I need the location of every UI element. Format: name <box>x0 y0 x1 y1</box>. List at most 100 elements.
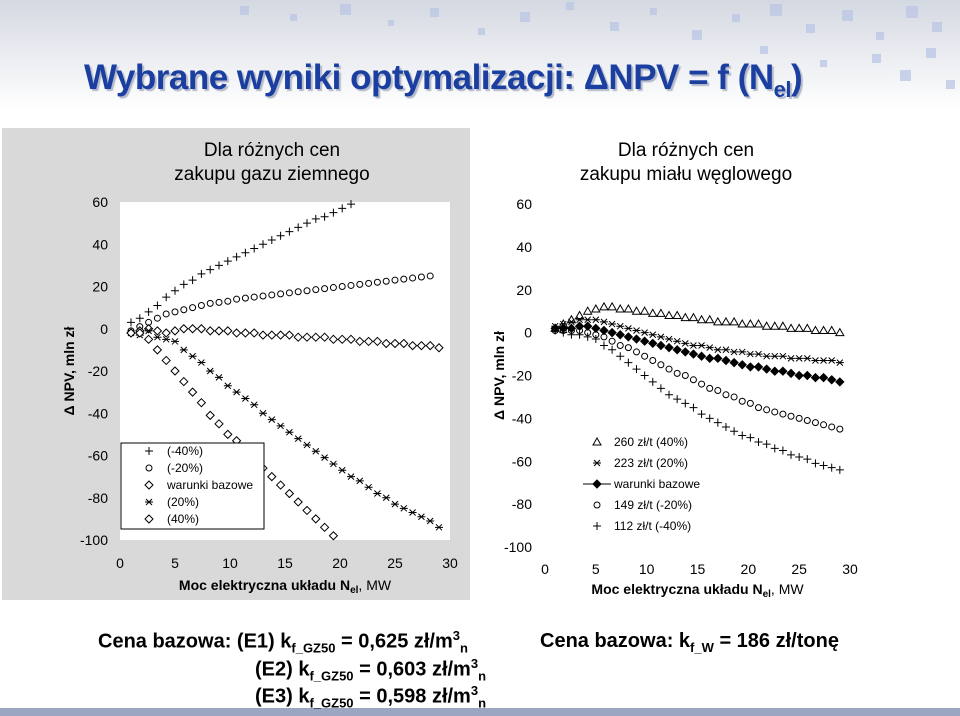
caption-e1-eq: = 0,625 zł/m <box>335 630 453 653</box>
marker-circle <box>689 376 697 384</box>
marker-plus <box>311 214 320 223</box>
marker-diamond-filled <box>582 321 593 331</box>
marker-circle <box>215 298 223 306</box>
marker-asterisk <box>593 459 601 467</box>
marker-circle <box>714 387 722 395</box>
marker-plus <box>591 335 600 344</box>
marker-triangle <box>639 306 650 315</box>
marker-diamond-open <box>196 397 207 408</box>
marker-asterisk <box>364 483 373 491</box>
marker-plus <box>593 522 601 530</box>
marker-plus <box>179 280 188 289</box>
marker-triangle <box>810 325 821 334</box>
marker-plus <box>673 395 682 404</box>
legend-label: (-40%) <box>167 444 203 458</box>
marker-asterisk <box>338 466 347 474</box>
marker-plus <box>303 219 311 228</box>
marker-circle <box>356 280 364 288</box>
decor-square <box>340 4 351 15</box>
marker-diamond <box>187 324 198 334</box>
marker-diamond-open <box>152 345 163 355</box>
marker-asterisk <box>311 447 320 455</box>
marker-triangle <box>802 323 813 332</box>
marker-asterisk <box>320 454 329 461</box>
marker-triangle <box>680 312 691 322</box>
left-chart: Dla różnych cen zakupu gazu ziemnego 60 40 2… <box>61 140 458 596</box>
y-axis-label: Δ NPV, mln zł <box>491 331 507 420</box>
marker-plus <box>624 358 633 367</box>
marker-diamond-filled <box>672 345 682 355</box>
marker-diamond <box>363 336 374 347</box>
marker-circle <box>321 285 329 293</box>
y-tick-label: -80 <box>512 496 532 512</box>
marker-diamond <box>231 328 242 338</box>
marker-plus <box>206 265 215 274</box>
marker-asterisk <box>250 401 259 409</box>
decor-square <box>290 14 297 21</box>
marker-plus <box>285 227 294 236</box>
marker-circle <box>365 279 373 287</box>
slide-title: Wybrane wyniki optymalizacji: ΔNPV = f (… <box>84 58 803 103</box>
x-tick-label: 0 <box>116 555 124 571</box>
marker-asterisk <box>197 359 206 366</box>
marker-triangle <box>834 327 845 337</box>
caption-e2-sup: 3 <box>470 655 479 671</box>
marker-diamond <box>152 326 163 336</box>
x-axis-label-unit: , MW <box>358 577 391 593</box>
marker-plus <box>223 257 232 266</box>
x-axis-label-main: Moc elektryczna układu N <box>591 581 762 597</box>
legend-item: 260 zł/t (40%) <box>592 435 688 449</box>
x-axis-label-sub: el <box>763 589 772 600</box>
marker-diamond-open <box>170 366 180 376</box>
marker-diamond <box>214 326 224 336</box>
marker-triangle <box>729 316 739 326</box>
marker-asterisk <box>179 346 188 354</box>
decor-square <box>650 8 657 15</box>
decor-square <box>430 8 439 17</box>
legend-label: 223 zł/t (20%) <box>614 456 688 470</box>
marker-circle <box>233 295 241 303</box>
marker-asterisk <box>215 373 223 381</box>
marker-circle <box>600 333 608 341</box>
caption-e2-unit-sub: n <box>478 668 487 684</box>
marker-diamond-filled <box>623 332 634 342</box>
marker-asterisk <box>616 322 625 330</box>
marker-diamond <box>434 343 444 353</box>
marker-asterisk <box>778 352 787 360</box>
chart-title-line-2: zakupu miału węglowego <box>580 164 792 185</box>
marker-triangle <box>769 321 780 330</box>
marker-asterisk <box>188 352 197 360</box>
marker-circle <box>241 294 249 302</box>
marker-diamond <box>293 332 303 342</box>
marker-circle <box>795 414 803 422</box>
y-axis-label: Δ NPV, mln zł <box>61 326 77 415</box>
marker-asterisk <box>259 409 267 417</box>
marker-plus <box>681 399 690 408</box>
legend-item: (40%) <box>144 512 199 526</box>
marker-plus <box>746 433 755 442</box>
marker-plus <box>144 307 153 316</box>
marker-asterisk <box>329 460 338 468</box>
marker-asterisk <box>232 388 241 396</box>
marker-diamond <box>267 330 277 340</box>
decor-square <box>806 24 815 33</box>
marker-diamond-filled <box>591 323 601 334</box>
marker-plus <box>329 208 338 217</box>
marker-diamond-filled <box>599 325 609 336</box>
marker-diamond-open <box>275 480 286 490</box>
marker-diamond-filled <box>680 347 691 357</box>
marker-triangle <box>623 304 634 313</box>
x-tick-label: 5 <box>592 561 600 577</box>
marker-plus <box>241 248 250 257</box>
bottom-band <box>0 708 960 716</box>
y-tick-label: 0 <box>524 325 532 341</box>
marker-diamond <box>144 480 154 490</box>
marker-circle <box>616 341 624 349</box>
marker-diamond <box>258 330 268 340</box>
y-tick-label: 20 <box>92 279 108 295</box>
marker-asterisk <box>206 367 215 375</box>
marker-diamond <box>416 340 427 351</box>
marker-circle <box>722 391 730 399</box>
marker-diamond-filled <box>826 375 837 385</box>
right-chart-panel: Dla różnych cen zakupu miału węglowego 60 4… <box>480 128 958 600</box>
